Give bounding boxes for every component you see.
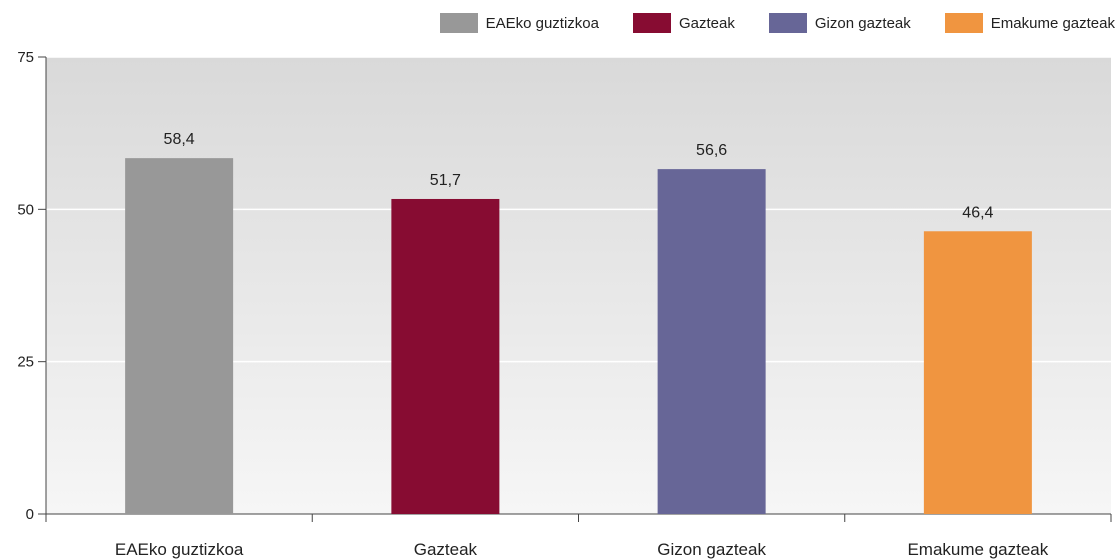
legend-label: Gizon gazteak	[814, 14, 911, 32]
legend-item: Gizon gazteak	[768, 13, 911, 33]
bar	[923, 231, 1032, 514]
y-tick-label: 75	[17, 49, 34, 66]
legend-item: EAEko guztizkoa	[439, 13, 599, 33]
y-tick-label: 0	[26, 506, 34, 523]
legend-item: Gazteak	[633, 13, 735, 33]
legend-label: Emakume gazteak	[990, 14, 1115, 32]
legend-swatch	[768, 13, 807, 33]
y-tick-label: 50	[17, 201, 34, 218]
data-label: 51,7	[430, 172, 461, 189]
bar	[657, 169, 766, 514]
legend-label: Gazteak	[679, 14, 735, 32]
data-label: 58,4	[164, 131, 195, 148]
x-tick-label: Emakume gazteak	[907, 540, 1048, 559]
x-tick-label: Gazteak	[414, 540, 478, 559]
x-tick-label: EAEko guztizkoa	[115, 540, 244, 559]
legend-item: Emakume gazteak	[944, 13, 1115, 33]
bar	[125, 158, 234, 514]
data-label: 56,6	[696, 142, 727, 159]
legend-label: EAEko guztizkoa	[485, 14, 599, 32]
y-tick-label: 25	[17, 354, 34, 371]
legend-swatch	[944, 13, 983, 33]
legend-swatch	[439, 13, 478, 33]
data-label: 46,4	[962, 204, 993, 221]
bar	[391, 198, 500, 514]
chart-legend: EAEko guztizkoa Gazteak Gizon gazteak Emaku…	[439, 8, 1115, 38]
x-tick-label: Gizon gazteak	[657, 540, 766, 559]
legend-swatch	[633, 13, 671, 33]
